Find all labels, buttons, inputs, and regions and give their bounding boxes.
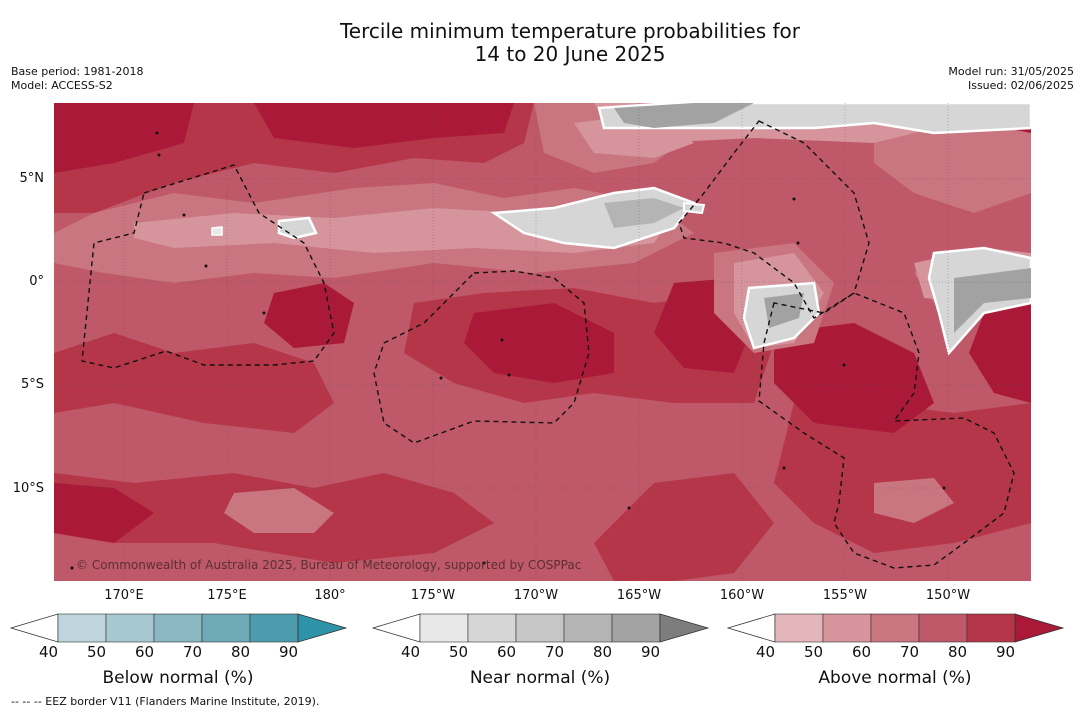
- lat-label-0: 0°: [29, 274, 44, 289]
- lon-label-175w: 175°W: [410, 588, 456, 603]
- colorbar-near: [371, 613, 710, 643]
- meta-left: Base period: 1981-2018 Model: ACCESS-S2: [11, 65, 143, 93]
- lon-label-180: 180°: [314, 588, 346, 603]
- colorbar-segment: [966, 613, 1016, 643]
- colorbar-segment: [870, 613, 920, 643]
- tick-label: 70: [183, 643, 203, 661]
- colorbar-segment: [515, 613, 565, 643]
- base-period: Base period: 1981-2018: [11, 65, 144, 78]
- probability-map: [54, 103, 1031, 581]
- ticks-above: 40 50 60 70 80 90: [751, 643, 1051, 663]
- model-run: Model run: 31/05/2025: [948, 65, 1074, 78]
- tick-label: 40: [39, 643, 59, 661]
- tick-label: 80: [948, 643, 968, 661]
- model-name: Model: ACCESS-S2: [11, 79, 113, 92]
- above-90-zones: [54, 103, 1031, 543]
- eez-borders: [81, 120, 1015, 569]
- legend-title-near: Near normal (%): [469, 668, 611, 688]
- tick-label: 40: [756, 643, 776, 661]
- issued-date: Issued: 02/06/2025: [967, 79, 1074, 92]
- colorbar-segment: [105, 613, 155, 643]
- colorbar-segment: [467, 613, 517, 643]
- tick-label: 60: [497, 643, 517, 661]
- colorbar-segment: [563, 613, 613, 643]
- colorbar-segment: [57, 613, 107, 643]
- colorbar-max-extend: [1014, 613, 1065, 643]
- ticks-near: 40 50 60 70 80 90: [396, 643, 696, 663]
- colorbar-segment: [822, 613, 872, 643]
- colorbar-max-extend: [297, 613, 348, 643]
- colorbar-below: [9, 613, 348, 643]
- tick-label: 80: [231, 643, 251, 661]
- lon-label-160w: 160°W: [719, 588, 765, 603]
- tick-label: 50: [804, 643, 824, 661]
- colorbar-segment: [153, 613, 203, 643]
- tick-label: 70: [900, 643, 920, 661]
- islands: [70, 131, 946, 570]
- tick-label: 60: [135, 643, 155, 661]
- tick-label: 50: [87, 643, 107, 661]
- colorbar-segment: [774, 613, 824, 643]
- near-normal-zones: [211, 103, 1031, 356]
- legend-above-normal: [726, 613, 1067, 647]
- colorbar-segment: [201, 613, 251, 643]
- tick-label: 90: [279, 643, 299, 661]
- legend-near-normal: [371, 613, 712, 647]
- title-line-1: Tercile minimum temperature probabilitie…: [339, 19, 801, 43]
- tick-label: 60: [852, 643, 872, 661]
- colorbar-segment: [249, 613, 299, 643]
- legend-title-below: Below normal (%): [102, 668, 254, 688]
- map-title: Tercile minimum temperature probabilitie…: [0, 20, 1085, 66]
- lon-label-170w: 170°W: [513, 588, 559, 603]
- tick-label: 90: [641, 643, 661, 661]
- tick-label: 50: [449, 643, 469, 661]
- ticks-below: 40 50 60 70 80 90: [34, 643, 334, 663]
- colorbar-segment: [611, 613, 661, 643]
- lat-label-10s: 10°S: [12, 481, 44, 496]
- tick-label: 90: [996, 643, 1016, 661]
- colorbar-segment: [918, 613, 968, 643]
- lon-label-170e: 170°E: [104, 588, 144, 603]
- gridlines: [54, 103, 1031, 581]
- tick-label: 80: [593, 643, 613, 661]
- tick-label: 70: [545, 643, 565, 661]
- colorbar-segment: [419, 613, 469, 643]
- colorbar-min-extend: [726, 613, 776, 643]
- lat-label-5s: 5°S: [20, 377, 44, 392]
- lon-label-175e: 175°E: [207, 588, 247, 603]
- colorbar-max-extend: [659, 613, 710, 643]
- colorbar-above: [726, 613, 1065, 643]
- colorbar-min-extend: [371, 613, 421, 643]
- tick-label: 40: [401, 643, 421, 661]
- meta-right: Model run: 31/05/2025 Issued: 02/06/2025: [948, 65, 1074, 93]
- title-line-2: 14 to 20 June 2025: [474, 42, 666, 66]
- eez-footnote: -- -- -- EEZ border V11 (Flanders Marine…: [11, 695, 320, 708]
- copyright-notice: © Commonwealth of Australia 2025, Bureau…: [76, 558, 582, 572]
- lon-label-165w: 165°W: [616, 588, 662, 603]
- lon-label-155w: 155°W: [822, 588, 868, 603]
- legend-below-normal: [9, 613, 350, 647]
- map-canvas: [54, 103, 1031, 581]
- colorbar-min-extend: [9, 613, 59, 643]
- lat-label-5n: 5°N: [19, 171, 45, 186]
- lon-label-150w: 150°W: [925, 588, 971, 603]
- legend-title-above: Above normal (%): [818, 668, 972, 688]
